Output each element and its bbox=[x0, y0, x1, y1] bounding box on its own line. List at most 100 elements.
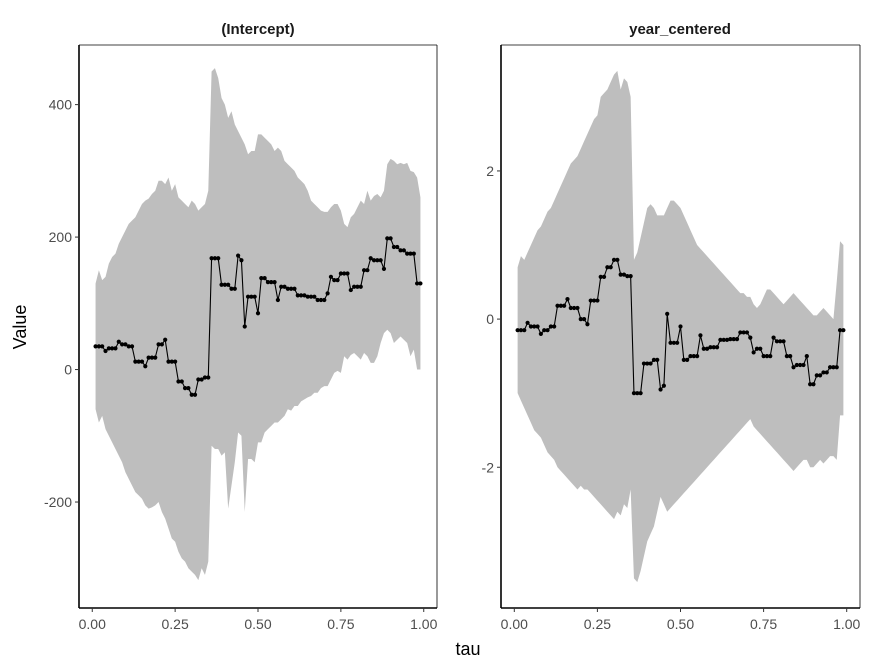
y-tick-label: 0 bbox=[64, 362, 72, 378]
estimate-point bbox=[139, 359, 145, 364]
estimate-point bbox=[385, 236, 390, 241]
estimate-point bbox=[721, 337, 726, 342]
estimate-point bbox=[179, 379, 184, 384]
estimate-point bbox=[761, 354, 766, 359]
confidence-band bbox=[95, 68, 421, 581]
estimate-point bbox=[212, 256, 218, 261]
estimate-point bbox=[395, 244, 400, 250]
estimate-point bbox=[731, 336, 736, 342]
estimate-point bbox=[678, 324, 683, 329]
estimate-point bbox=[555, 303, 560, 308]
y-tick-label: 400 bbox=[49, 97, 73, 113]
estimate-point bbox=[588, 298, 593, 303]
estimate-point bbox=[834, 365, 839, 370]
estimate-point bbox=[302, 293, 307, 298]
estimate-point bbox=[196, 377, 201, 382]
estimate-point bbox=[398, 248, 403, 253]
estimate-point bbox=[116, 339, 121, 344]
estimate-point bbox=[348, 287, 353, 293]
estimate-point bbox=[754, 346, 760, 351]
y-tick-label: -2 bbox=[482, 459, 495, 475]
estimate-point bbox=[545, 328, 550, 333]
estimate-point bbox=[110, 346, 115, 351]
estimate-point bbox=[325, 291, 330, 296]
x-tick-label: 0.25 bbox=[584, 616, 611, 632]
estimate-point bbox=[837, 328, 843, 333]
estimate-point bbox=[103, 348, 108, 354]
estimate-point bbox=[358, 284, 363, 289]
estimate-point bbox=[525, 320, 530, 325]
estimate-point bbox=[265, 280, 271, 285]
estimate-point bbox=[711, 345, 716, 350]
estimate-point bbox=[827, 365, 833, 370]
estimate-point bbox=[245, 294, 251, 299]
y-tick-label: 200 bbox=[49, 229, 73, 245]
estimate-point bbox=[292, 286, 297, 291]
x-tick-label: 0.25 bbox=[162, 616, 189, 632]
estimate-point bbox=[365, 268, 370, 273]
estimate-point bbox=[562, 303, 567, 308]
estimate-point bbox=[96, 344, 101, 349]
estimate-point bbox=[638, 391, 643, 396]
estimate-point bbox=[641, 361, 647, 366]
estimate-point bbox=[778, 339, 783, 344]
estimate-point bbox=[804, 354, 809, 359]
estimate-point bbox=[315, 297, 320, 303]
estimate-point bbox=[262, 276, 267, 281]
estimate-point bbox=[166, 359, 171, 364]
estimate-point bbox=[295, 293, 300, 298]
y-tick-label: -200 bbox=[44, 494, 72, 510]
estimate-point bbox=[658, 387, 663, 392]
estimate-point bbox=[651, 357, 657, 362]
estimate-point bbox=[192, 392, 198, 397]
estimate-point bbox=[209, 256, 214, 261]
estimate-point bbox=[255, 311, 261, 316]
estimate-point bbox=[718, 337, 723, 342]
estimate-point bbox=[222, 282, 227, 287]
estimate-point bbox=[515, 328, 520, 333]
estimate-point bbox=[814, 373, 819, 378]
x-tick-label: 0.00 bbox=[79, 616, 106, 632]
estimate-point bbox=[615, 257, 620, 262]
estimate-point bbox=[741, 330, 746, 335]
estimate-point bbox=[701, 346, 706, 351]
x-tick-label: 1.00 bbox=[833, 616, 860, 632]
estimate-point bbox=[119, 342, 125, 347]
estimate-point bbox=[275, 297, 280, 303]
estimate-point bbox=[202, 375, 208, 380]
estimate-point bbox=[625, 274, 630, 279]
estimate-point bbox=[704, 346, 710, 351]
estimate-point bbox=[312, 294, 317, 299]
estimate-point bbox=[791, 365, 796, 370]
estimate-point bbox=[568, 305, 573, 311]
estimate-point bbox=[841, 328, 846, 333]
estimate-point bbox=[133, 359, 138, 364]
estimate-point bbox=[724, 337, 730, 342]
estimate-point bbox=[100, 344, 105, 349]
estimate-point bbox=[269, 280, 274, 285]
estimate-point bbox=[322, 297, 327, 303]
estimate-point bbox=[173, 359, 178, 364]
estimate-point bbox=[635, 391, 640, 396]
estimate-point bbox=[774, 339, 780, 344]
estimate-point bbox=[728, 336, 733, 342]
estimate-point bbox=[648, 361, 653, 366]
estimate-point bbox=[232, 286, 237, 291]
estimate-point bbox=[189, 392, 194, 397]
estimate-point bbox=[655, 357, 660, 362]
estimate-point bbox=[249, 294, 254, 299]
panel-intercept: (Intercept) -200 0 200 400 0.00 0.25 0.50 0.75 1… bbox=[44, 21, 438, 632]
x-tick-label: 0.75 bbox=[750, 616, 777, 632]
estimate-point bbox=[335, 278, 340, 283]
estimate-point bbox=[565, 296, 570, 302]
estimate-point bbox=[714, 345, 720, 350]
estimate-point bbox=[405, 251, 410, 256]
estimate-point bbox=[361, 268, 367, 273]
estimate-point bbox=[781, 339, 786, 344]
estimate-point bbox=[229, 286, 234, 291]
estimate-point bbox=[123, 342, 128, 347]
estimate-point bbox=[591, 298, 597, 303]
estimate-point bbox=[598, 274, 603, 279]
estimate-point bbox=[308, 294, 314, 299]
estimate-point bbox=[126, 344, 131, 349]
